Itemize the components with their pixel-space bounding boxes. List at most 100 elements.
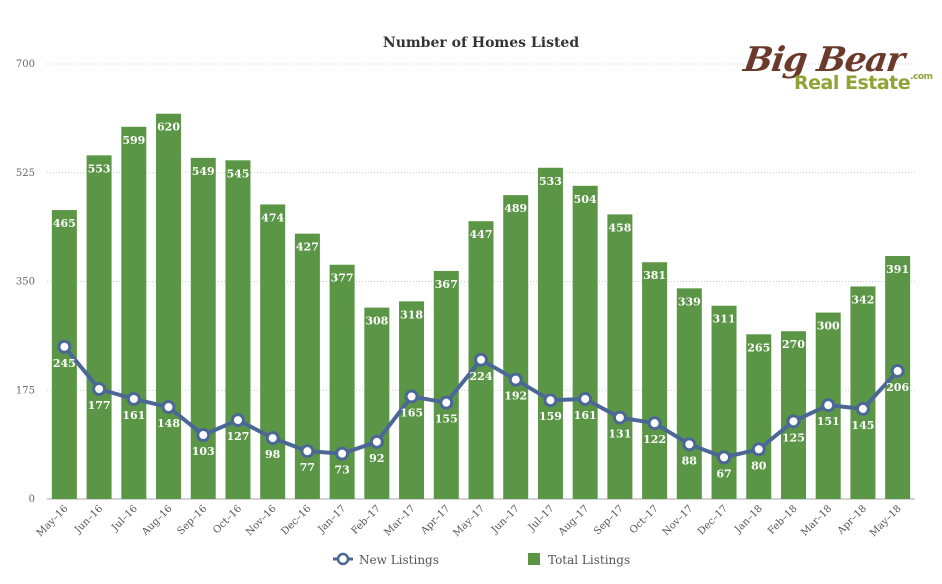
- point-value-label: 159: [539, 410, 562, 423]
- data-point: [578, 391, 593, 406]
- bar-value-label: 300: [817, 320, 840, 333]
- bar-value-label: 377: [331, 272, 354, 285]
- legend[interactable]: New Listings Total Listings: [333, 552, 630, 567]
- logo: Big Bear Real Estate.com: [738, 40, 933, 100]
- legend-item-total-listings[interactable]: Total Listings: [528, 553, 630, 567]
- point-value-label: 192: [504, 390, 527, 403]
- point-value-label: 145: [851, 419, 874, 432]
- y-tick-label: 175: [16, 385, 35, 396]
- x-tick-label: May–16: [35, 503, 71, 539]
- data-point: [890, 363, 905, 378]
- bar-value-label: 265: [747, 341, 770, 354]
- bar: [711, 305, 737, 499]
- bar-value-label: 504: [574, 193, 597, 206]
- point-value-label: 131: [608, 428, 631, 441]
- x-tick-label: Jun–16: [72, 503, 105, 536]
- bar-value-label: 427: [296, 241, 319, 254]
- data-point: [300, 444, 315, 459]
- bar-value-label: 599: [122, 134, 145, 147]
- data-point: [786, 414, 801, 429]
- bar: [121, 126, 147, 499]
- x-tick-label: Sep–16: [175, 503, 209, 537]
- bar-value-label: 308: [365, 315, 388, 328]
- point-value-label: 122: [643, 433, 666, 446]
- data-point: [126, 391, 141, 406]
- point-value-label: 148: [157, 417, 180, 430]
- x-tick-label: Apr–18: [835, 503, 869, 537]
- x-tick-label: Nov–17: [661, 503, 696, 538]
- x-axis: May–16 Jun–16 Jul–16 Aug–16 Sep–16 Oct–16 Nov–…: [35, 503, 904, 539]
- bar-value-label: 342: [851, 293, 874, 306]
- point-value-label: 73: [334, 464, 349, 477]
- x-tick-label: Mar–17: [383, 503, 418, 538]
- bar: [503, 195, 529, 499]
- data-point: [855, 401, 870, 416]
- data-point: [196, 427, 211, 442]
- data-point: [439, 395, 454, 410]
- legend-marker-new-listings: [336, 552, 350, 566]
- bar: [260, 204, 286, 499]
- x-tick-label: Jun–17: [489, 503, 522, 536]
- point-value-label: 224: [470, 370, 493, 383]
- x-tick-label: Jan–17: [316, 503, 349, 536]
- data-point: [265, 431, 280, 446]
- bar-value-label: 270: [782, 338, 805, 351]
- bar-value-label: 447: [470, 228, 493, 241]
- legend-item-new-listings[interactable]: New Listings: [333, 552, 439, 567]
- logo-line2-wrap: Real Estate.com: [794, 72, 933, 94]
- legend-label-total-listings: Total Listings: [548, 553, 630, 567]
- point-value-label: 155: [435, 413, 458, 426]
- bar-value-label: 381: [643, 269, 666, 282]
- bar-value-label: 367: [435, 278, 458, 291]
- point-value-label: 206: [886, 381, 909, 394]
- x-tick-label: Dec–17: [696, 503, 730, 537]
- chart-title: Number of Homes Listed: [383, 35, 579, 51]
- point-value-label: 103: [192, 445, 215, 458]
- y-tick-label: 525: [16, 168, 35, 179]
- bar-value-label: 549: [192, 165, 215, 178]
- point-value-label: 77: [300, 461, 315, 474]
- point-value-label: 151: [817, 415, 840, 428]
- x-tick-label: Nov–16: [244, 503, 279, 538]
- point-value-label: 177: [88, 399, 111, 412]
- x-tick-label: Jul–16: [109, 503, 140, 534]
- bar-value-label: 489: [504, 202, 527, 215]
- data-point: [369, 434, 384, 449]
- x-tick-label: Oct–16: [211, 503, 244, 536]
- legend-marker-total-listings: [528, 553, 540, 565]
- bar: [850, 286, 876, 499]
- point-value-label: 165: [400, 406, 423, 419]
- bar: [607, 214, 633, 499]
- bar: [294, 233, 320, 499]
- x-tick-label: Feb–18: [766, 503, 800, 537]
- point-value-label: 125: [782, 431, 805, 444]
- bar: [746, 334, 772, 499]
- data-point: [92, 382, 107, 397]
- point-value-label: 161: [122, 409, 145, 422]
- bar: [676, 288, 702, 499]
- data-point: [647, 416, 662, 431]
- point-value-label: 98: [265, 448, 281, 461]
- bar-value-label: 545: [226, 167, 249, 180]
- y-tick-label: 700: [16, 59, 35, 70]
- x-tick-label: Jan–18: [732, 503, 765, 536]
- legend-label-new-listings: New Listings: [359, 553, 439, 567]
- data-point: [508, 372, 523, 387]
- bar-labels: 465 553 599 620 549 545 474 427 377 308 318 367 447 4…: [53, 121, 909, 355]
- data-point: [612, 410, 627, 425]
- bar: [433, 270, 459, 499]
- logo-suffix: .com: [910, 72, 933, 82]
- data-point: [682, 437, 697, 452]
- data-point: [404, 389, 419, 404]
- data-point: [821, 398, 836, 413]
- bar: [156, 113, 182, 499]
- bar: [642, 262, 668, 499]
- point-value-label: 92: [369, 452, 384, 465]
- point-value-label: 161: [574, 409, 597, 422]
- bar: [86, 155, 112, 499]
- bar-value-label: 533: [539, 175, 562, 188]
- bar: [364, 307, 390, 499]
- logo-line2: Real Estate: [794, 72, 911, 94]
- bar-value-label: 318: [400, 308, 423, 321]
